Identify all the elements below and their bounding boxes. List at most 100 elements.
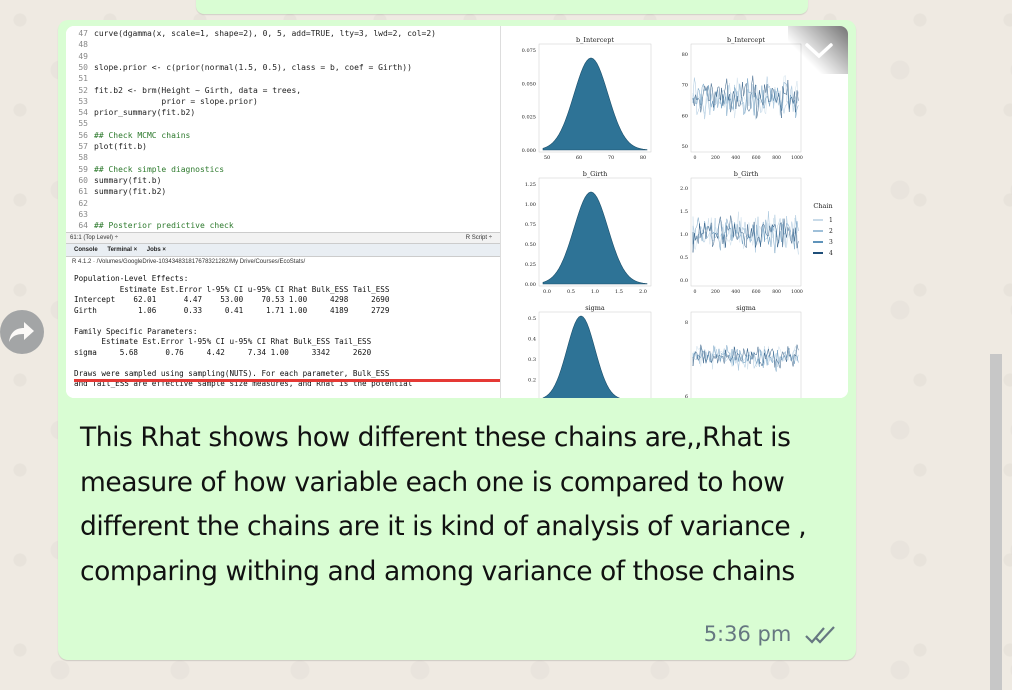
trace-x-tick: 0 <box>694 289 697 295</box>
density-y-tick: 0.4 <box>528 337 536 343</box>
code-line: 62 <box>66 198 500 209</box>
trace-chain-line <box>692 75 799 119</box>
density-x-tick: 80 <box>640 155 646 161</box>
code-text: curve(dgamma(x, scale=1, shape=2), 0, 5,… <box>94 29 436 38</box>
code-text: plot(fit.b) <box>94 142 147 151</box>
chevron-down-icon <box>805 43 833 59</box>
trace-x-tick: 1000 <box>791 289 803 295</box>
density-curve <box>542 57 648 151</box>
line-number: 55 <box>78 119 88 129</box>
scrollbar[interactable] <box>990 354 1002 690</box>
legend-label: 3 <box>829 239 833 246</box>
tab-console: Console <box>74 247 98 253</box>
density-y-tick: 0.5 <box>528 316 536 322</box>
code-line: 47 curve(dgamma(x, scale=1, shape=2), 0, … <box>66 28 500 39</box>
trace-frame <box>690 311 802 398</box>
density-y-tick: 0.25 <box>525 262 536 268</box>
code-text: slope.prior <- c(prior(normal(1.5, 0.5),… <box>94 62 412 72</box>
console-line: Population-Level Effects: <box>74 274 189 283</box>
line-number: 57 <box>78 142 88 151</box>
message-time: 5:36 pm <box>703 622 792 646</box>
line-number: 64 <box>78 221 88 231</box>
console-line: Girth 1.06 0.33 0.41 1.71 1.00 4189 2729 <box>74 305 390 315</box>
code-line: 55 <box>66 118 500 129</box>
trace-chain-line <box>692 76 799 120</box>
trace-chain-line <box>692 211 799 251</box>
console-tabs: Console Terminal × Jobs × <box>66 244 500 257</box>
trace-x-tick: 400 <box>731 155 740 161</box>
line-number: 60 <box>78 175 88 185</box>
line-number: 52 <box>78 85 88 95</box>
code-line: 49 <box>66 51 500 62</box>
density-y-tick: 1.00 <box>525 202 536 208</box>
trace-chain-line <box>692 78 799 118</box>
code-text: fit.b2 <- brm(Height ~ Girth, data = tre… <box>94 85 302 95</box>
density-y-tick: 0.025 <box>522 115 536 121</box>
density-y-tick: 0.050 <box>522 81 536 87</box>
console-path: R 4.1.2 · /Volumes/GoogleDrive-103434831… <box>72 259 306 265</box>
line-number: 50 <box>78 62 88 72</box>
trace-chain-line <box>692 345 799 372</box>
trace-y-tick: 70 <box>682 83 688 89</box>
density-curve <box>542 191 648 285</box>
message-text: This Rhat shows how different these chai… <box>80 422 807 587</box>
trace-y-tick: 0.5 <box>680 255 688 261</box>
code-text: summary(fit.b2) <box>94 187 167 197</box>
editor-status-bar: 61:1 (Top Level) ÷ R Script ÷ <box>66 232 500 244</box>
console-line: and Tail_ESS are effective sample size m… <box>74 379 413 388</box>
image-attachment[interactable]: 47 curve(dgamma(x, scale=1, shape=2), 0, … <box>66 26 848 398</box>
forward-button[interactable] <box>0 310 44 354</box>
trace-x-tick: 200 <box>711 289 720 295</box>
code-line: 63 <box>66 209 500 220</box>
line-number: 62 <box>78 198 88 208</box>
trace-x-tick: 0 <box>694 155 697 161</box>
trace-y-tick: 80 <box>682 52 688 58</box>
density-y-tick: 0.00 <box>525 282 536 288</box>
code-line: 52 fit.b2 <- brm(Height ~ Girth, data = t… <box>66 85 500 96</box>
code-text: ## Posterior predictive check <box>94 221 234 231</box>
code-line: 53 prior = slope.prior) <box>66 96 500 107</box>
density-y-tick: 0.075 <box>522 48 536 54</box>
trace-chain-line <box>692 215 799 253</box>
density-x-tick: 0.5 <box>567 289 575 295</box>
density-y-tick: 0.75 <box>525 222 536 228</box>
line-number: 63 <box>78 209 88 219</box>
density-x-tick: 50 <box>544 155 550 161</box>
trace-y-tick: 60 <box>682 113 688 119</box>
legend-label: 1 <box>829 217 833 224</box>
double-check-icon <box>805 626 835 644</box>
trace-x-tick: 1000 <box>791 155 803 161</box>
code-line: 57 plot(fit.b) <box>66 141 500 152</box>
code-text: ## Check simple diagnostics <box>94 164 225 174</box>
code-line: 59 ## Check simple diagnostics <box>66 164 500 175</box>
code-line: 54 prior_summary(fit.b2) <box>66 107 500 118</box>
rstudio-screenshot: 47 curve(dgamma(x, scale=1, shape=2), 0, … <box>66 26 674 398</box>
trace-y-tick: 1.0 <box>680 232 688 238</box>
console-line: Draws were sampled using sampling(NUTS).… <box>74 368 390 378</box>
density-x-tick: 70 <box>608 155 614 161</box>
density-x-tick: 60 <box>576 155 582 161</box>
line-number: 51 <box>78 74 88 84</box>
density-y-tick: 0.2 <box>528 378 536 384</box>
message-meta: 5:36 pm <box>704 620 838 648</box>
trace-x-tick: 200 <box>711 155 720 161</box>
code-editor: 47 curve(dgamma(x, scale=1, shape=2), 0, … <box>66 26 500 232</box>
video-progress-bar <box>74 379 674 382</box>
trace-chain-line <box>692 344 799 369</box>
trace-x-tick: 800 <box>772 155 781 161</box>
legend-title: Chain <box>813 202 832 210</box>
density-y-tick: 0.000 <box>522 148 536 154</box>
expand-menu-button[interactable] <box>788 26 848 74</box>
trace-title: b_Intercept <box>727 36 765 44</box>
density-y-tick: 1.25 <box>525 182 536 188</box>
tab-terminal: Terminal × <box>107 247 138 253</box>
line-number: 54 <box>78 108 88 118</box>
code-line: 48 <box>66 39 500 50</box>
code-text: prior = slope.prior) <box>94 96 258 106</box>
console-line: Intercept 62.01 4.47 53.00 70.53 1.00 42… <box>74 295 390 304</box>
code-line: 50 slope.prior <- c(prior(normal(1.5, 0.5… <box>66 62 500 73</box>
code-line: 56 ## Check MCMC chains <box>66 130 500 141</box>
message-bubble[interactable]: 47 curve(dgamma(x, scale=1, shape=2), 0, … <box>58 20 856 660</box>
previous-message-bubble <box>196 0 808 14</box>
line-number: 48 <box>78 40 88 50</box>
